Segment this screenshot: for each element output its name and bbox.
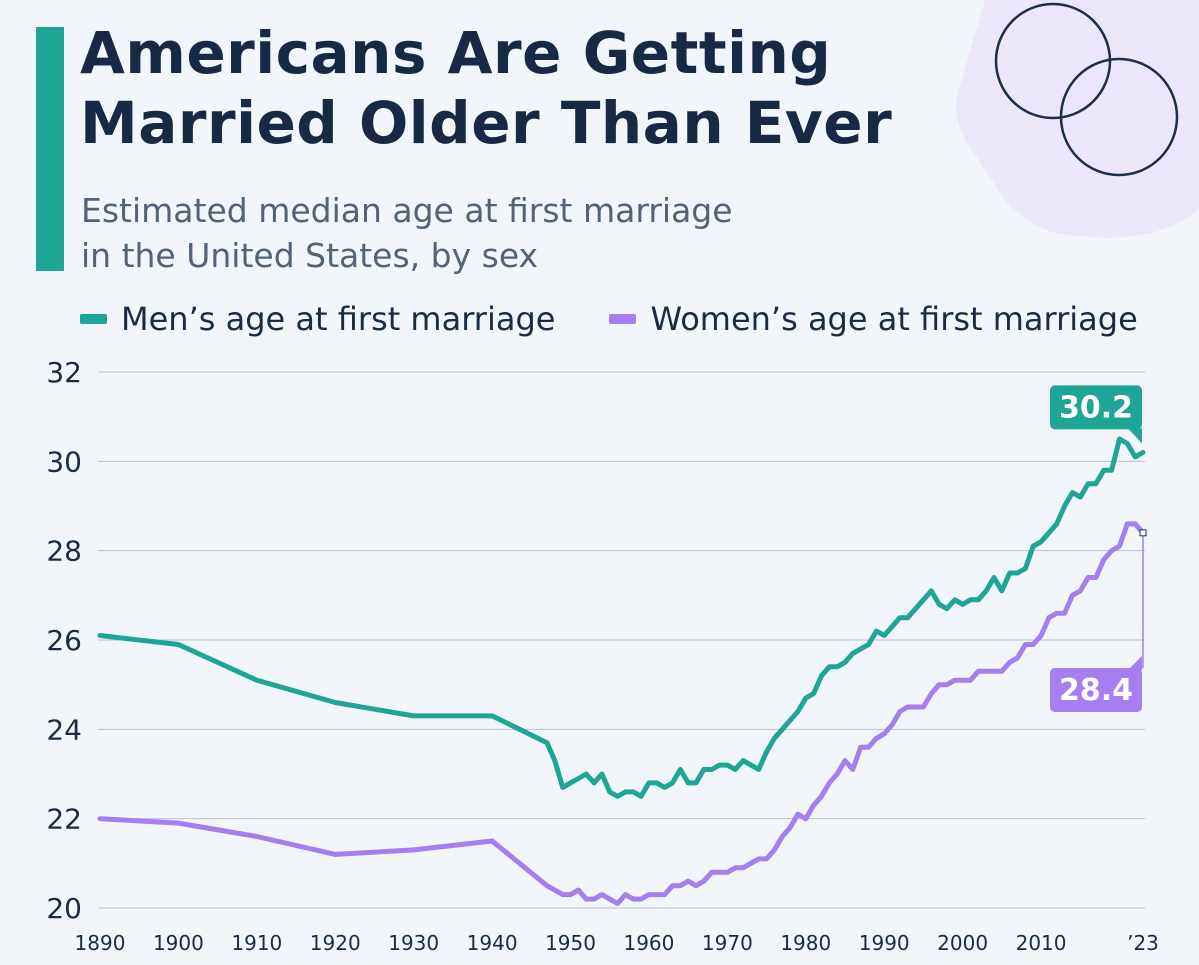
x-tick-label: 1950 bbox=[545, 931, 596, 955]
x-tick-label: 1970 bbox=[702, 931, 753, 955]
ring-icon-left bbox=[994, 2, 1112, 120]
title-line-2: Married Older Than Ever bbox=[80, 89, 893, 157]
x-tick-label: 1890 bbox=[75, 931, 126, 955]
y-tick-label: 32 bbox=[46, 356, 82, 389]
title-line-1: Americans Are Getting bbox=[80, 19, 832, 87]
legend-item-women: Women’s age at first marriage bbox=[609, 300, 1138, 338]
y-tick-label: 22 bbox=[46, 803, 82, 836]
subtitle: Estimated median age at first marriage i… bbox=[81, 188, 733, 278]
y-tick-label: 30 bbox=[46, 445, 82, 478]
legend-swatch-women bbox=[609, 314, 637, 324]
legend-label-men: Men’s age at first marriage bbox=[121, 300, 556, 338]
x-tick-label: 1900 bbox=[153, 931, 204, 955]
svg-text:30.2: 30.2 bbox=[1059, 390, 1133, 425]
x-tick-label: 1960 bbox=[623, 931, 674, 955]
callout-men-value: 30.2 bbox=[1050, 385, 1142, 444]
subtitle-line-1: Estimated median age at first marriage bbox=[81, 191, 733, 230]
x-tick-label: 2010 bbox=[1016, 931, 1067, 955]
x-tick-label: 2000 bbox=[937, 931, 988, 955]
decoration-backdrop bbox=[956, 0, 1199, 238]
x-tick-label: 1920 bbox=[310, 931, 361, 955]
legend-swatch-men bbox=[80, 314, 107, 324]
series-line-women bbox=[97, 521, 1146, 906]
y-tick-label: 20 bbox=[46, 892, 82, 925]
x-tick-label: 1930 bbox=[388, 931, 439, 955]
x-tick-label: ’23 bbox=[1127, 931, 1159, 955]
rings-decoration bbox=[956, 0, 1199, 238]
page-title: Americans Are Getting Married Older Than… bbox=[80, 18, 892, 158]
series-line-men bbox=[97, 436, 1146, 799]
subtitle-line-2: in the United States, by sex bbox=[81, 236, 539, 275]
y-tick-label: 28 bbox=[46, 535, 82, 568]
legend: Men’s age at first marriage Women’s age … bbox=[80, 300, 1138, 338]
y-tick-label: 24 bbox=[46, 713, 82, 746]
x-tick-label: 1980 bbox=[780, 931, 831, 955]
legend-item-men: Men’s age at first marriage bbox=[80, 300, 555, 338]
ring-icon-right bbox=[1059, 57, 1179, 177]
x-tick-label: 1910 bbox=[231, 931, 282, 955]
svg-text:28.4: 28.4 bbox=[1059, 673, 1133, 708]
y-tick-label: 26 bbox=[46, 624, 82, 657]
callout-women-value: 28.4 bbox=[1050, 529, 1147, 712]
x-tick-label: 1940 bbox=[467, 931, 518, 955]
accent-bar bbox=[36, 27, 64, 271]
x-tick-label: 1990 bbox=[859, 931, 910, 955]
legend-label-women: Women’s age at first marriage bbox=[650, 300, 1138, 338]
